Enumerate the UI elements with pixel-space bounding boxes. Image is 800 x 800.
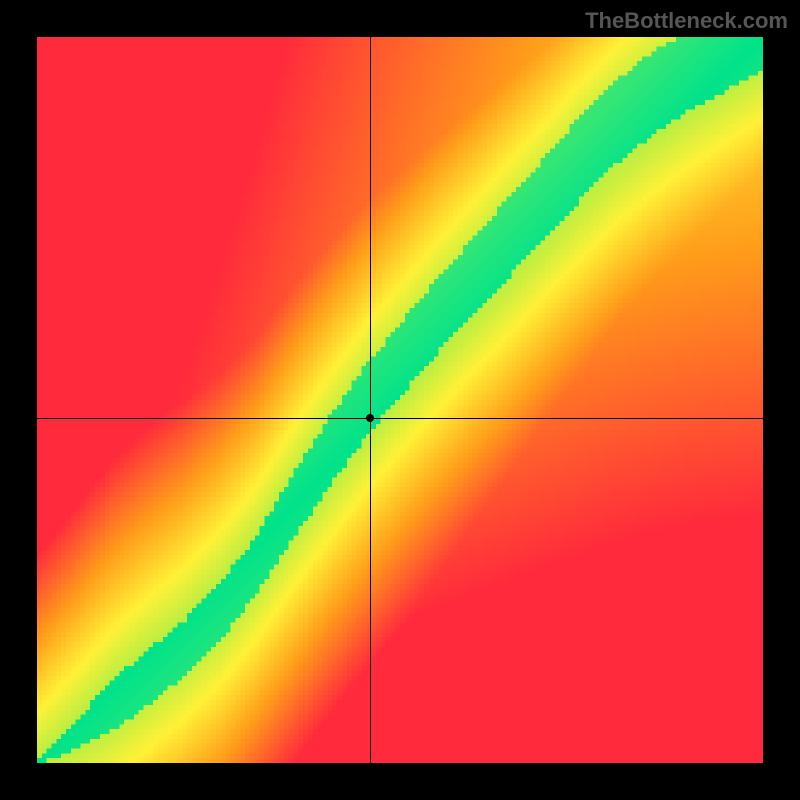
plot-area [37,37,763,763]
crosshair-marker [366,414,374,422]
watermark-text: TheBottleneck.com [585,8,788,34]
chart-container: TheBottleneck.com [0,0,800,800]
heatmap-canvas [37,37,763,763]
crosshair-vertical [370,37,371,763]
crosshair-horizontal [37,418,763,419]
